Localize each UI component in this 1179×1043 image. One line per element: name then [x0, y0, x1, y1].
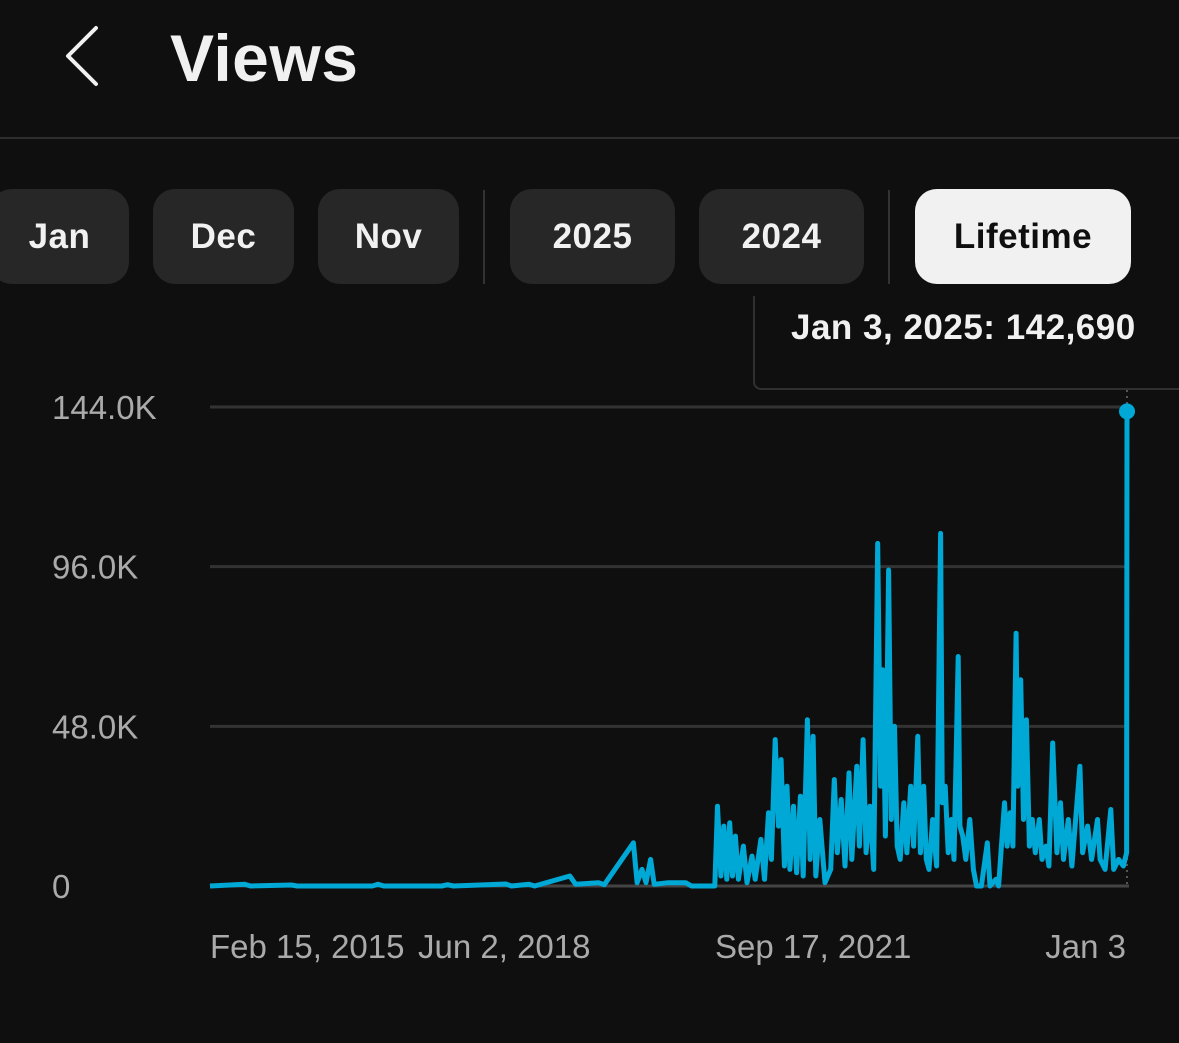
- y-tick-label: 0: [52, 868, 70, 905]
- tooltip-text: Jan 3, 2025: 142,690: [791, 308, 1136, 347]
- highlight-point[interactable]: [1119, 403, 1135, 420]
- views-series-line: [209, 411, 1130, 889]
- y-tick-label: 96.0K: [52, 549, 138, 586]
- x-axis-labels: Feb 15, 2015 Jun 2, 2018 Sep 17, 2021 Jan 3: [210, 928, 1126, 965]
- chip-jan[interactable]: Jan: [0, 189, 129, 284]
- chip-lifetime[interactable]: Lifetime: [915, 189, 1131, 284]
- app-header: Views: [0, 0, 1179, 139]
- chart-tooltip: Jan 3, 2025: 142,690: [753, 296, 1179, 390]
- y-axis-labels: 0 48.0K 96.0K 144.0K: [52, 389, 157, 905]
- chip-divider: [888, 190, 890, 284]
- x-tick-label: Sep 17, 2021: [715, 928, 911, 965]
- chevron-left-icon[interactable]: [52, 22, 116, 94]
- page-title: Views: [170, 21, 359, 95]
- chip-divider: [483, 190, 485, 284]
- chip-nov[interactable]: Nov: [318, 189, 459, 284]
- chart-grid: [210, 405, 1129, 888]
- x-tick-label: Jan 3: [1045, 928, 1126, 965]
- y-tick-label: 144.0K: [52, 389, 157, 426]
- header-divider: [0, 137, 1179, 139]
- x-tick-label: Feb 15, 2015: [210, 928, 405, 965]
- chip-2024[interactable]: 2024: [699, 189, 864, 284]
- chip-2025[interactable]: 2025: [510, 189, 675, 284]
- chip-dec[interactable]: Dec: [153, 189, 294, 284]
- y-tick-label: 48.0K: [52, 708, 138, 745]
- x-tick-label: Jun 2, 2018: [418, 928, 590, 965]
